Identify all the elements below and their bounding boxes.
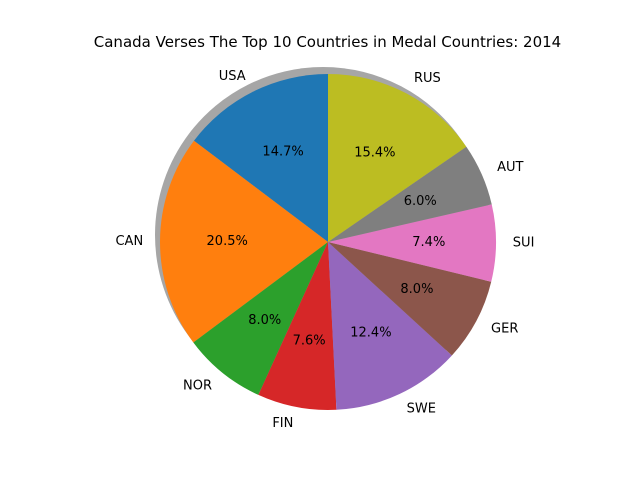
pie-slice-usa	[193, 74, 328, 242]
pie-slice-ger	[328, 242, 492, 356]
pie-category-label-sui: SUI	[513, 236, 535, 251]
pie-slice-aut	[328, 146, 492, 242]
pie-pct-label-can: 20.5%	[207, 234, 248, 249]
pie-pct-label-swe: 12.4%	[350, 326, 391, 341]
pie-category-label-fin: FIN	[272, 416, 293, 431]
pie-category-label-swe: SWE	[407, 402, 436, 417]
pie-category-label-nor: NOR	[183, 378, 212, 393]
pie-category-label-ger: GER	[491, 321, 518, 336]
pie-pct-label-rus: 15.4%	[354, 145, 395, 160]
pie-pct-label-usa: 14.7%	[262, 144, 303, 159]
pie-pct-label-aut: 6.0%	[404, 194, 437, 209]
pie-slice-nor	[193, 242, 328, 395]
pie-category-label-rus: RUS	[414, 71, 441, 86]
pie-slice-fin	[258, 242, 337, 411]
pie-category-label-usa: USA	[219, 69, 246, 84]
pie-slice-sui	[328, 204, 496, 282]
pie-slice-swe	[328, 242, 452, 410]
pie-pct-label-nor: 8.0%	[248, 313, 281, 328]
pie-pct-label-sui: 7.4%	[412, 235, 445, 250]
pie-category-label-can: CAN	[115, 234, 143, 249]
pie-pct-label-ger: 8.0%	[400, 282, 433, 297]
pie-slice-layer	[160, 74, 496, 411]
pie-pct-label-fin: 7.6%	[293, 334, 326, 349]
pie-label-layer: 14.7% USA 20.5% CAN 8.0% NOR 7.6% FIN 12.4% SWE 8.…	[115, 69, 534, 431]
pie-slice-rus	[328, 74, 467, 242]
pie-slice-can	[160, 140, 328, 343]
chart-title: Canada Verses The Top 10 Countries in Me…	[93, 33, 562, 51]
pie-category-label-aut: AUT	[497, 160, 523, 175]
